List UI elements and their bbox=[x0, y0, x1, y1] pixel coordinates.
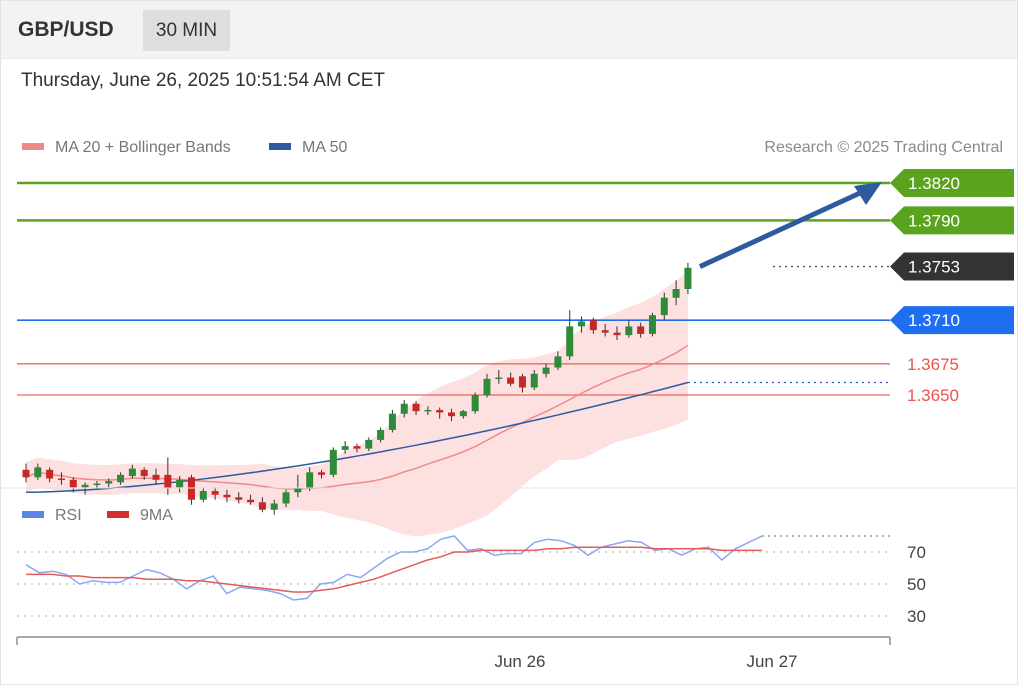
rsi-legend-label-1: 9MA bbox=[140, 507, 173, 524]
level-label-1.3790: 1.3790 bbox=[908, 211, 960, 230]
candle-body bbox=[625, 326, 633, 336]
ma50-line bbox=[25, 381, 689, 494]
level-label-1.3820: 1.3820 bbox=[908, 174, 960, 193]
candle-body bbox=[542, 367, 550, 374]
candle-body bbox=[81, 484, 89, 488]
candle-body bbox=[471, 395, 479, 412]
candle-body bbox=[105, 481, 113, 484]
candle-body bbox=[424, 409, 432, 412]
candle-body bbox=[459, 411, 467, 417]
level-label-1.3753: 1.3753 bbox=[908, 258, 960, 277]
legend-label-1: MA 50 bbox=[302, 139, 347, 156]
legend-swatch-1 bbox=[269, 143, 291, 150]
rsi-tick-70: 70 bbox=[907, 543, 926, 562]
candle-body bbox=[684, 267, 692, 289]
level-label-1.3650: 1.3650 bbox=[907, 386, 959, 405]
target-arrow-shaft bbox=[698, 190, 862, 269]
candle-body bbox=[530, 373, 538, 388]
candle-body bbox=[613, 332, 621, 336]
candle-body bbox=[388, 413, 396, 430]
candle-body bbox=[306, 472, 314, 489]
candle-body bbox=[270, 503, 278, 510]
candle-body bbox=[247, 499, 255, 503]
candle-body bbox=[93, 483, 101, 486]
candle-body bbox=[660, 297, 668, 316]
candle-body bbox=[34, 467, 42, 478]
candle-body bbox=[483, 378, 491, 395]
candle-body bbox=[199, 491, 207, 500]
candle-body bbox=[22, 469, 30, 478]
rsi-legend-label-0: RSI bbox=[55, 507, 82, 524]
candle-body bbox=[400, 403, 408, 414]
bollinger-band-area bbox=[26, 270, 688, 537]
candle-body bbox=[518, 376, 526, 388]
level-tag-1.3753 bbox=[890, 252, 1014, 281]
candle-body bbox=[495, 377, 503, 380]
candle-body bbox=[176, 479, 184, 488]
candle-body bbox=[69, 479, 77, 488]
candle-body bbox=[578, 321, 586, 327]
candle-body bbox=[318, 472, 325, 475]
candle-body bbox=[282, 492, 290, 504]
candle-body bbox=[377, 429, 385, 440]
candle-body bbox=[57, 478, 65, 481]
candle-body bbox=[672, 289, 680, 298]
candle-body bbox=[448, 412, 456, 417]
candle-body bbox=[258, 502, 266, 510]
candle-body bbox=[566, 326, 574, 357]
rsi-line bbox=[25, 535, 763, 601]
rsi-tick-50: 50 bbox=[907, 575, 926, 594]
candle-body bbox=[223, 494, 231, 498]
candle-body bbox=[329, 449, 337, 475]
candle-body bbox=[128, 468, 136, 477]
candle-body bbox=[211, 491, 219, 495]
candle-body bbox=[164, 474, 172, 489]
candle-body bbox=[589, 320, 597, 331]
candle-body bbox=[648, 315, 656, 334]
candle-body bbox=[294, 488, 302, 493]
rsi-ma-line bbox=[26, 546, 762, 593]
chart-header: GBP/USD 30 MIN bbox=[1, 1, 1017, 59]
candle-body bbox=[117, 474, 125, 483]
rsi-legend-swatch-1 bbox=[107, 511, 129, 518]
level-label-1.3675: 1.3675 bbox=[907, 355, 959, 374]
rsi-legend-swatch-0 bbox=[22, 511, 44, 518]
x-tick-label-0: Jun 26 bbox=[494, 652, 545, 671]
candle-body bbox=[601, 330, 609, 333]
candle-body bbox=[235, 497, 243, 500]
candle-body bbox=[46, 469, 54, 479]
symbol-label: GBP/USD bbox=[18, 18, 114, 41]
candle-body bbox=[436, 409, 444, 413]
candle-body bbox=[140, 469, 148, 477]
candle-body bbox=[341, 446, 349, 450]
level-label-1.3710: 1.3710 bbox=[908, 311, 960, 330]
copyright-text: Research © 2025 Trading Central bbox=[764, 139, 1003, 156]
level-tag-1.3710 bbox=[890, 306, 1014, 335]
target-arrow-head bbox=[854, 182, 882, 205]
candle-body bbox=[365, 439, 373, 449]
candle-body bbox=[554, 356, 562, 368]
timeframe-button[interactable]: 30 MIN bbox=[143, 10, 230, 51]
chart-datetime: Thursday, June 26, 2025 10:51:54 AM CET bbox=[21, 70, 386, 91]
ma20-line bbox=[25, 344, 689, 490]
level-tag-1.3790 bbox=[890, 206, 1014, 235]
rsi-tick-30: 30 bbox=[907, 607, 926, 626]
candle-body bbox=[412, 403, 420, 412]
candle-body bbox=[507, 377, 515, 384]
level-tag-1.3820 bbox=[890, 169, 1014, 197]
legend-swatch-0 bbox=[22, 143, 44, 150]
candle-body bbox=[187, 477, 195, 500]
legend-label-0: MA 20 + Bollinger Bands bbox=[55, 139, 231, 156]
candle-body bbox=[152, 474, 160, 480]
candle-body bbox=[637, 326, 645, 334]
x-tick-label-1: Jun 27 bbox=[746, 652, 797, 671]
candle-body bbox=[353, 446, 361, 449]
